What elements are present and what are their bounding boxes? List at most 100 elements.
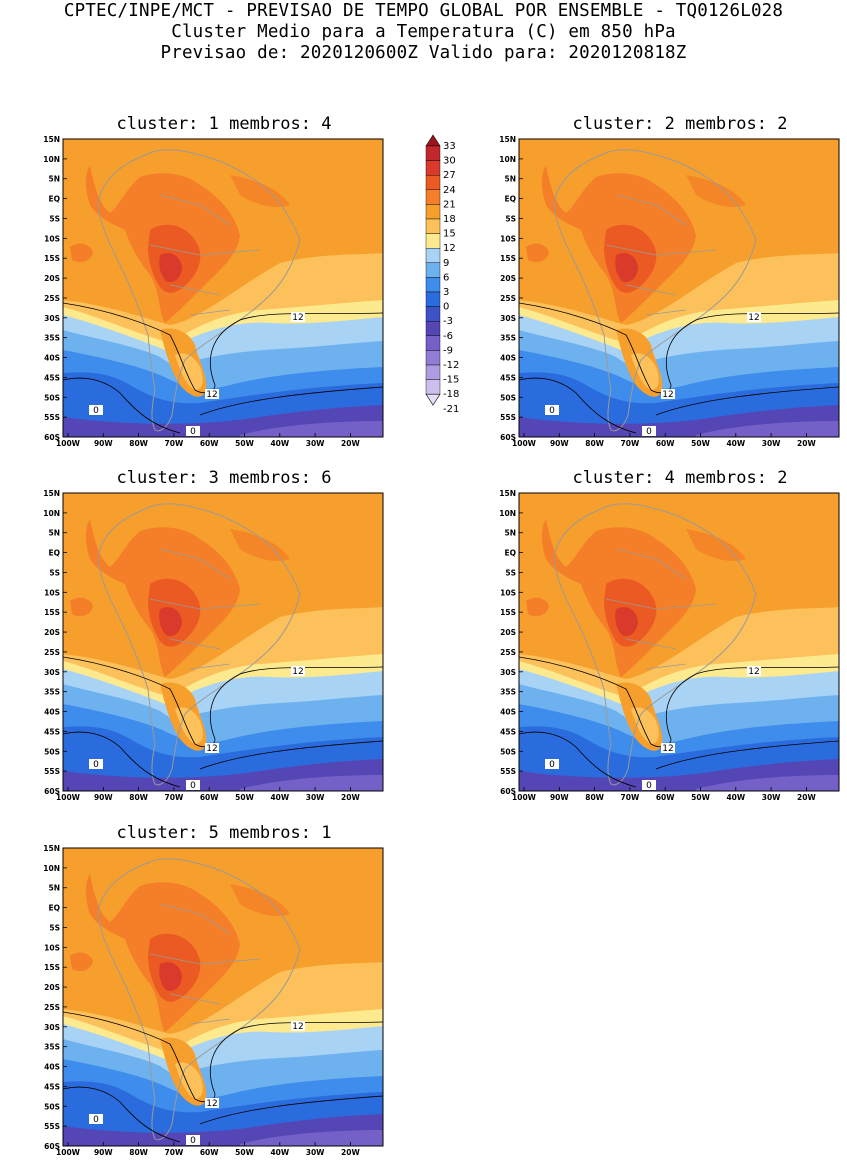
lat-label: 5S: [505, 568, 516, 577]
colorbar-label: 21: [443, 199, 456, 210]
lat-label: 15N: [43, 844, 60, 853]
contour-label-0: 0: [93, 1115, 99, 1125]
colorbar-swatch: [425, 262, 441, 278]
contour-label-12: 12: [292, 667, 303, 677]
lon-label: 60W: [200, 793, 219, 802]
lat-label: 30S: [44, 314, 60, 323]
lon-label: 40W: [726, 793, 745, 802]
map-frame: [62, 847, 384, 1147]
lon-label: 50W: [235, 439, 254, 448]
subtitle-variable: Cluster Medio para a Temperatura (C) em …: [171, 22, 676, 42]
colorbar-swatch: [425, 218, 441, 234]
colorbar-swatch: [425, 277, 441, 293]
map-frame: [518, 138, 840, 438]
lon-label: 80W: [585, 793, 604, 802]
colorbar-label: 27: [443, 170, 456, 181]
lon-label: 70W: [165, 439, 184, 448]
lon-label: 50W: [235, 793, 254, 802]
lat-label: 15S: [500, 608, 516, 617]
lat-label: EQ: [49, 904, 61, 913]
lat-label: 40S: [500, 708, 516, 717]
lat-label: 55S: [44, 413, 60, 422]
lon-label: 50W: [235, 1148, 254, 1157]
lat-label: 30S: [44, 668, 60, 677]
panel-title-1: cluster: 1 membros: 4: [116, 114, 332, 134]
lon-label: 90W: [94, 439, 113, 448]
lon-label: 40W: [726, 439, 745, 448]
lat-label: 30S: [44, 1023, 60, 1032]
lat-label: 25S: [500, 648, 516, 657]
colorbar-swatch: [425, 320, 441, 336]
panel-title-5: cluster: 5 membros: 1: [116, 823, 332, 843]
lat-label: 60S: [44, 1142, 60, 1151]
lat-label: 20S: [500, 274, 516, 283]
lat-label: EQ: [49, 195, 61, 204]
lat-label: 25S: [500, 294, 516, 303]
lat-label: 45S: [500, 727, 516, 736]
lat-label: 50S: [500, 747, 516, 756]
lon-label: 60W: [200, 1148, 219, 1157]
contour-label-0: 0: [549, 406, 555, 416]
lat-label: 15N: [499, 135, 516, 144]
lat-label: 50S: [44, 747, 60, 756]
lat-label: 10N: [499, 155, 516, 164]
colorbar-label: -18: [443, 389, 459, 400]
lon-label: 40W: [270, 793, 289, 802]
lon-label: 70W: [621, 439, 640, 448]
colorbar-swatch: [425, 204, 441, 220]
lon-label: 20W: [341, 1148, 360, 1157]
colorbar-label: 24: [443, 185, 456, 196]
lon-label: 20W: [341, 439, 360, 448]
map-frame: [518, 492, 840, 792]
colorbar-label: -3: [443, 316, 453, 327]
contour-label-0: 0: [93, 760, 99, 770]
lat-label: 15N: [43, 489, 60, 498]
lat-label: 5S: [49, 214, 60, 223]
lon-label: 90W: [94, 793, 113, 802]
lat-label: 5N: [49, 175, 61, 184]
lat-label: 30S: [500, 314, 516, 323]
contour-label-12: 12: [748, 667, 759, 677]
lon-label: 100W: [512, 439, 537, 448]
lon-label: 100W: [56, 1148, 81, 1157]
lat-label: 5S: [505, 214, 516, 223]
contour-label-12: 12: [292, 313, 303, 323]
colorbar-swatch: [425, 291, 441, 307]
lat-label: 20S: [44, 274, 60, 283]
lat-label: 5S: [49, 923, 60, 932]
colorbar-swatch: [425, 145, 441, 161]
lat-label: 10S: [44, 943, 60, 952]
lon-label: 30W: [306, 1148, 325, 1157]
contour-label-0: 0: [93, 406, 99, 416]
contour-label-12: 12: [206, 390, 217, 400]
colorbar-swatch: [425, 379, 441, 395]
main-title: CPTEC/INPE/MCT - PREVISAO DE TEMPO GLOBA…: [63, 1, 784, 21]
colorbar-label: 0: [443, 302, 449, 313]
lat-label: 45S: [500, 373, 516, 382]
colorbar-label: 6: [443, 272, 449, 283]
lat-label: 10S: [44, 588, 60, 597]
lon-label: 40W: [270, 439, 289, 448]
lat-label: 5N: [49, 529, 61, 538]
contour-label-0: 0: [190, 1136, 196, 1146]
lon-label: 20W: [797, 793, 816, 802]
lat-label: 45S: [44, 1082, 60, 1091]
lat-label: 10S: [500, 234, 516, 243]
colorbar-swatch: [425, 233, 441, 249]
panel-title-2: cluster: 2 membros: 2: [572, 114, 788, 134]
lon-label: 60W: [200, 439, 219, 448]
lon-label: 80W: [129, 793, 148, 802]
lat-label: 5N: [49, 884, 61, 893]
lon-label: 70W: [621, 793, 640, 802]
colorbar-label: -12: [443, 360, 459, 371]
lon-label: 100W: [56, 439, 81, 448]
lon-label: 80W: [129, 439, 148, 448]
lat-label: 15S: [44, 254, 60, 263]
lat-label: 10S: [44, 234, 60, 243]
lat-label: 35S: [500, 688, 516, 697]
map-panel-3: 12 12 0 0 15N 10N 5N EQ 5S 10S 15S 20S 25S 30S 35S 40S 4…: [43, 489, 384, 802]
lat-label: 5N: [505, 529, 517, 538]
contour-label-0: 0: [646, 781, 652, 791]
lon-label: 90W: [94, 1148, 113, 1157]
